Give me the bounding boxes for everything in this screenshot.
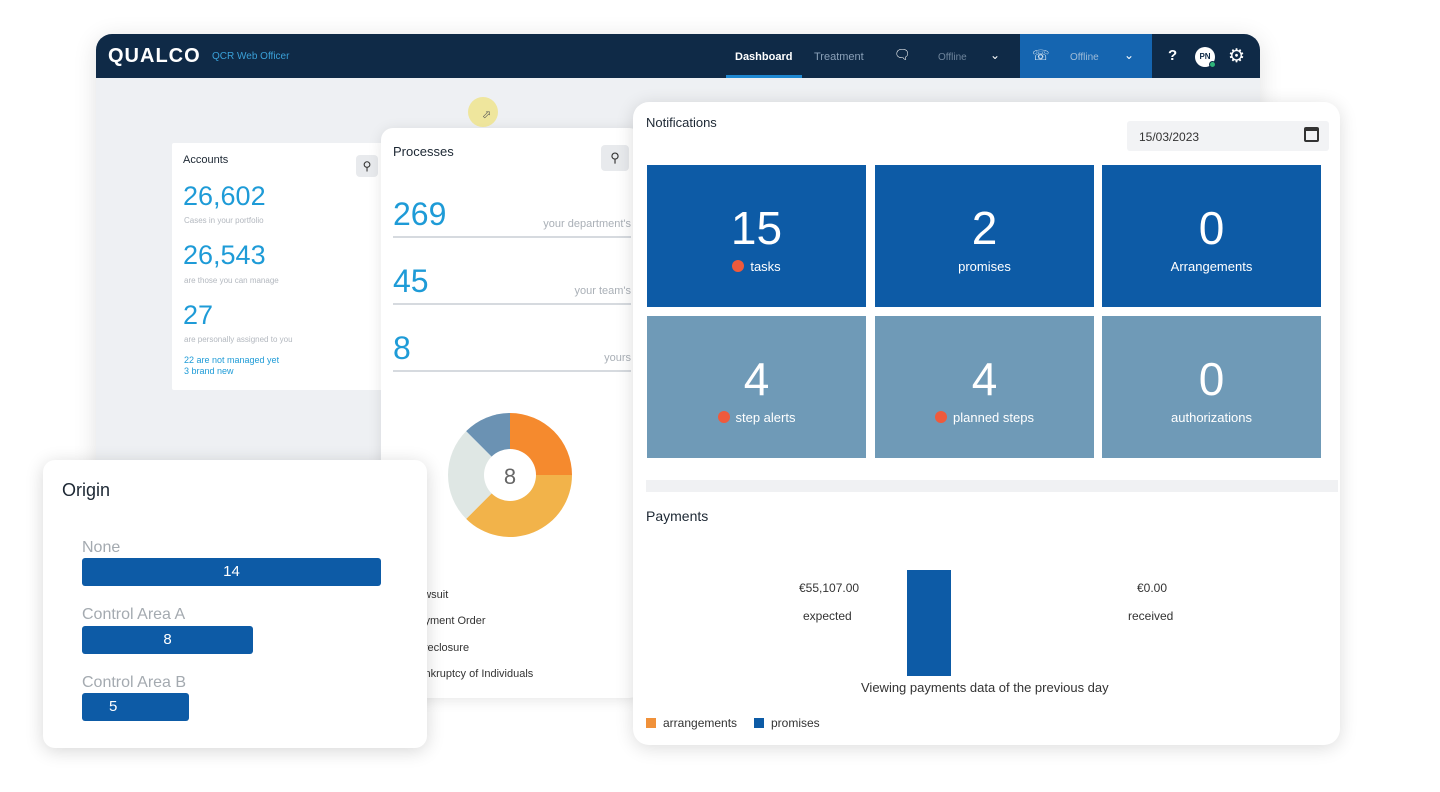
tab-treatment[interactable]: Treatment (814, 51, 864, 63)
accounts-card: Accounts ⚲ 26,602 Cases in your portfoli… (172, 143, 392, 390)
not-managed-link[interactable]: 22 are not managed yet (184, 355, 280, 365)
legend-swatch (754, 718, 764, 728)
processes-yours-label: yours (604, 352, 631, 364)
tab-dashboard[interactable]: Dashboard (735, 51, 793, 63)
calendar-icon[interactable] (1304, 127, 1319, 142)
tile-value: 2 (971, 202, 998, 254)
active-tab-indicator (726, 75, 802, 78)
app-name: QCR Web Officer (212, 51, 290, 62)
tile-label: authorizations (1171, 410, 1252, 425)
tile-label: tasks (647, 259, 866, 274)
divider (393, 236, 631, 238)
accounts-assigned-caption: are personally assigned to you (184, 335, 293, 344)
origin-bar-control-area-a[interactable]: 8 (82, 626, 253, 654)
legend-item-payment-order[interactable]: Payment Order (411, 615, 486, 627)
accounts-manageable-value[interactable]: 26,543 (183, 240, 266, 270)
alert-dot-icon (935, 411, 948, 423)
chat-status-dropdown[interactable]: Offline (938, 52, 967, 63)
donut-segment-2[interactable] (448, 431, 510, 519)
divider (393, 303, 631, 305)
origin-bar-value: 8 (163, 631, 172, 648)
tile-value: 0 (1198, 202, 1225, 254)
notifications-title: Notifications (646, 115, 717, 130)
brand-logo: QUALCO (108, 45, 201, 67)
accounts-assigned-value[interactable]: 27 (183, 300, 214, 330)
section-divider (646, 480, 1338, 492)
tile-label: Arrangements (1170, 259, 1253, 274)
received-amount: €0.00 (1137, 581, 1168, 595)
origin-label-control-area-b: Control Area B (82, 674, 187, 691)
processes-team-value[interactable]: 45 (393, 263, 429, 299)
tile-planned-steps[interactable]: 4 planned steps (875, 316, 1094, 458)
divider (393, 370, 631, 372)
origin-bar-control-area-b[interactable]: 5 (82, 693, 189, 721)
notifications-card: Notifications 15/03/2023 15 tasks 2 prom… (633, 102, 1340, 745)
tile-tasks[interactable]: 15 tasks (647, 165, 866, 307)
chevron-down-icon[interactable]: ⌄ (990, 48, 1001, 62)
accounts-portfolio-value[interactable]: 26,602 (183, 181, 266, 211)
payments-note: Viewing payments data of the previous da… (861, 680, 1109, 695)
origin-label-none: None (82, 539, 121, 556)
legend-swatch (646, 718, 656, 728)
top-navigation-bar: QUALCO QCR Web Officer Dashboard Treatme… (96, 34, 1260, 78)
accounts-title: Accounts (183, 154, 229, 166)
tile-step-alerts[interactable]: 4 step alerts (647, 316, 866, 458)
date-picker-field[interactable]: 15/03/2023 (1127, 121, 1329, 151)
tile-arrangements[interactable]: 0 Arrangements (1102, 165, 1321, 307)
headset-icon: ☏ (1032, 47, 1050, 63)
date-value: 15/03/2023 (1139, 130, 1200, 144)
origin-bar-value: 14 (223, 563, 240, 580)
phone-status-selector[interactable]: ☏ Offline ⌄ (1020, 34, 1152, 78)
processes-team-label: your team's (574, 285, 631, 297)
tile-label: promises (958, 259, 1011, 274)
legend-item-bankruptcy[interactable]: Bankruptcy of Individuals (411, 668, 534, 680)
origin-card: Origin None 14 Control Area A 8 Control … (43, 460, 427, 748)
donut-center (484, 449, 536, 501)
processes-card: Processes ⚲ 269 your department's 45 you… (381, 128, 641, 698)
received-label: received (1128, 609, 1174, 623)
origin-bar-none[interactable]: 14 (82, 558, 381, 586)
search-icon[interactable]: ⚲ (601, 145, 629, 171)
accounts-portfolio-caption: Cases in your portfolio (184, 216, 264, 225)
brand-new-link[interactable]: 3 brand new (184, 366, 234, 376)
tile-authorizations[interactable]: 0 authorizations (1102, 316, 1321, 458)
alert-dot-icon (717, 411, 730, 423)
processes-department-value[interactable]: 269 (393, 196, 447, 232)
legend-promises[interactable]: promises (754, 716, 820, 730)
tile-value: 4 (971, 353, 998, 405)
online-status-dot (1209, 61, 1216, 68)
donut-segment-1[interactable] (466, 475, 572, 537)
search-icon[interactable]: ⚲ (356, 155, 378, 177)
tile-label: planned steps (875, 410, 1094, 425)
origin-title: Origin (62, 480, 111, 500)
processes-title: Processes (393, 144, 454, 159)
processes-yours-value[interactable]: 8 (393, 330, 411, 366)
cursor-icon: ⬀ (482, 109, 492, 121)
help-icon[interactable]: ? (1168, 47, 1178, 64)
payments-title: Payments (646, 508, 709, 524)
payments-expected-bar[interactable] (907, 570, 951, 676)
cursor-highlight (468, 97, 498, 127)
phone-status-label: Offline (1070, 52, 1099, 63)
gear-icon[interactable]: ⚙ (1228, 46, 1246, 67)
chevron-down-icon[interactable]: ⌄ (1124, 48, 1135, 62)
chat-icon[interactable]: 🗨 (894, 47, 911, 62)
alert-dot-icon (732, 260, 745, 272)
tile-value: 0 (1198, 353, 1225, 405)
expected-label: expected (803, 609, 852, 623)
legend-arrangements[interactable]: arrangements (646, 716, 737, 730)
donut-center-value: 8 (504, 464, 516, 489)
tile-value: 15 (730, 202, 783, 254)
origin-bar-value: 5 (109, 698, 118, 715)
tile-promises[interactable]: 2 promises (875, 165, 1094, 307)
processes-donut-chart[interactable]: 8 (445, 410, 575, 540)
tile-label: step alerts (647, 410, 866, 425)
tile-value: 4 (743, 353, 770, 405)
origin-label-control-area-a: Control Area A (82, 606, 186, 623)
processes-department-label: your department's (543, 218, 631, 230)
accounts-manageable-caption: are those you can manage (184, 276, 279, 285)
expected-amount: €55,107.00 (799, 581, 860, 595)
